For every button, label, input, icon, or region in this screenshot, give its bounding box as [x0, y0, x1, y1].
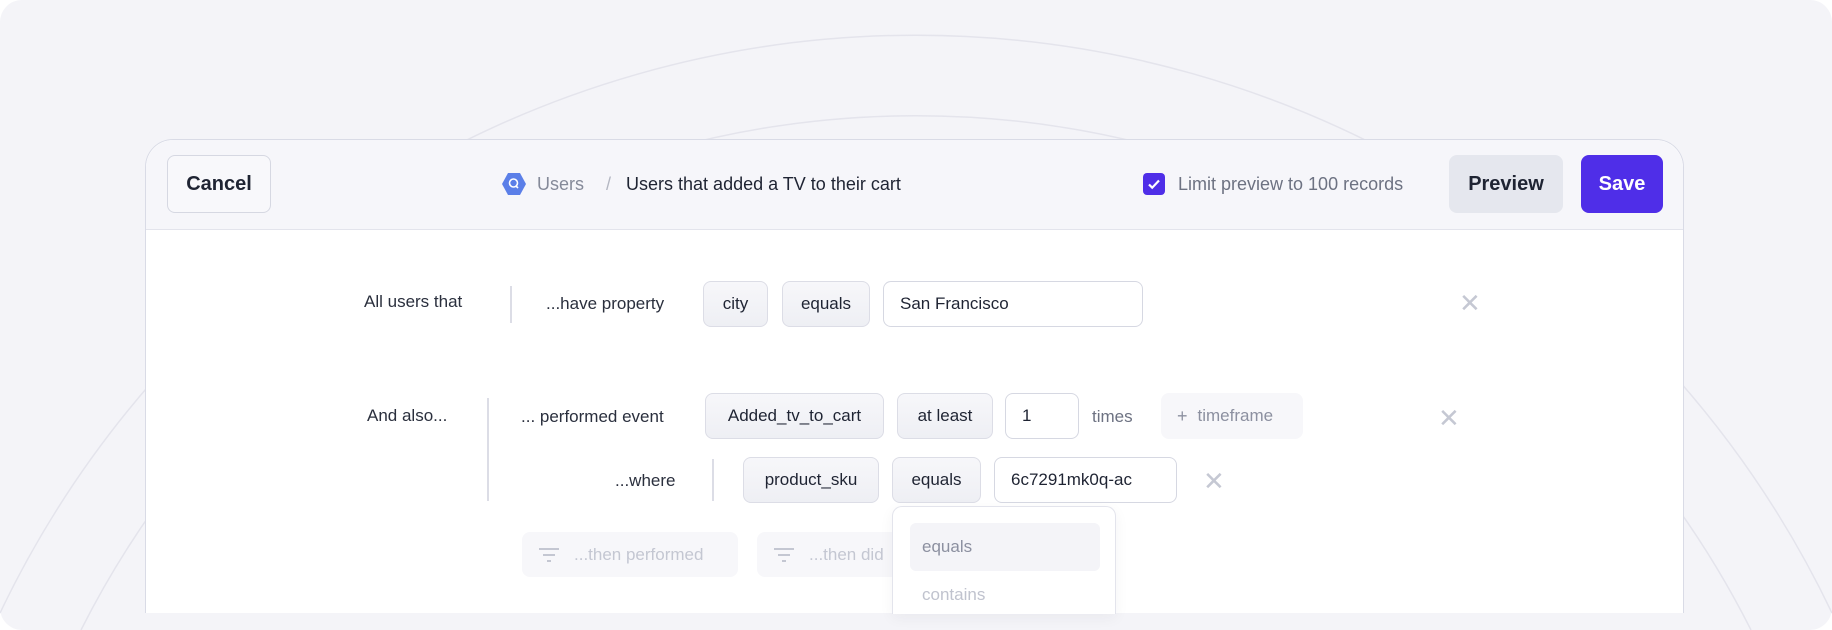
filter-icon: [774, 547, 794, 562]
header-bar: Cancel Users / Users that added a TV to …: [146, 140, 1683, 230]
add-timeframe-button[interactable]: + timeframe: [1161, 393, 1303, 439]
where-label: ...where: [615, 471, 676, 490]
count-input[interactable]: 1: [1005, 393, 1079, 439]
limit-preview-checkbox[interactable]: [1143, 173, 1165, 195]
divider: [510, 286, 512, 323]
remove-condition-icon[interactable]: ✕: [1203, 466, 1225, 496]
timeframe-label: timeframe: [1197, 406, 1274, 425]
event-select[interactable]: Added_tv_to_cart: [705, 393, 884, 439]
breadcrumb-parent[interactable]: Users: [537, 173, 585, 194]
plus-icon: +: [1177, 405, 1188, 426]
divider: [712, 459, 714, 501]
breadcrumb: Users / Users that added a TV to their c…: [501, 170, 901, 198]
where-value-input[interactable]: 6c7291mk0q-ac: [994, 457, 1177, 503]
preview-button[interactable]: Preview: [1449, 155, 1563, 213]
operator-select[interactable]: equals: [782, 281, 870, 327]
limit-preview-option[interactable]: Limit preview to 100 records: [1143, 172, 1403, 196]
dropdown-option-contains[interactable]: contains: [922, 585, 986, 604]
limit-preview-label: Limit preview to 100 records: [1178, 173, 1404, 194]
remove-rule-icon[interactable]: ✕: [1438, 403, 1460, 433]
breadcrumb-separator: /: [606, 173, 612, 194]
cancel-button[interactable]: Cancel: [167, 155, 271, 213]
frequency-select[interactable]: at least: [897, 393, 993, 439]
remove-rule-icon[interactable]: ✕: [1459, 288, 1481, 318]
checkmark-icon: [1148, 179, 1160, 190]
then-performed-label: ...then performed: [574, 544, 704, 564]
dropdown-option-equals[interactable]: equals: [910, 523, 1100, 571]
value-input[interactable]: San Francisco: [883, 281, 1143, 327]
rule1-clause: ...have property: [546, 294, 665, 313]
then-performed-button[interactable]: ...then performed: [522, 532, 738, 577]
database-search-icon: [502, 173, 526, 195]
count-unit: times: [1092, 407, 1133, 426]
save-button[interactable]: Save: [1581, 155, 1663, 213]
then-did-not-label: ...then did: [809, 544, 884, 564]
filter-icon: [539, 547, 559, 562]
where-operator-select[interactable]: equals: [892, 457, 981, 503]
where-property-select[interactable]: product_sku: [743, 457, 879, 503]
operator-dropdown: equals contains: [892, 506, 1116, 614]
rule2-prefix: And also...: [367, 406, 448, 425]
rule1-prefix: All users that: [364, 292, 463, 311]
page-title: Users that added a TV to their cart: [626, 173, 901, 194]
divider: [487, 398, 489, 501]
property-select[interactable]: city: [703, 281, 768, 327]
segment-editor-card: Cancel Users / Users that added a TV to …: [145, 139, 1684, 614]
rule2-clause: ... performed event: [521, 407, 664, 426]
